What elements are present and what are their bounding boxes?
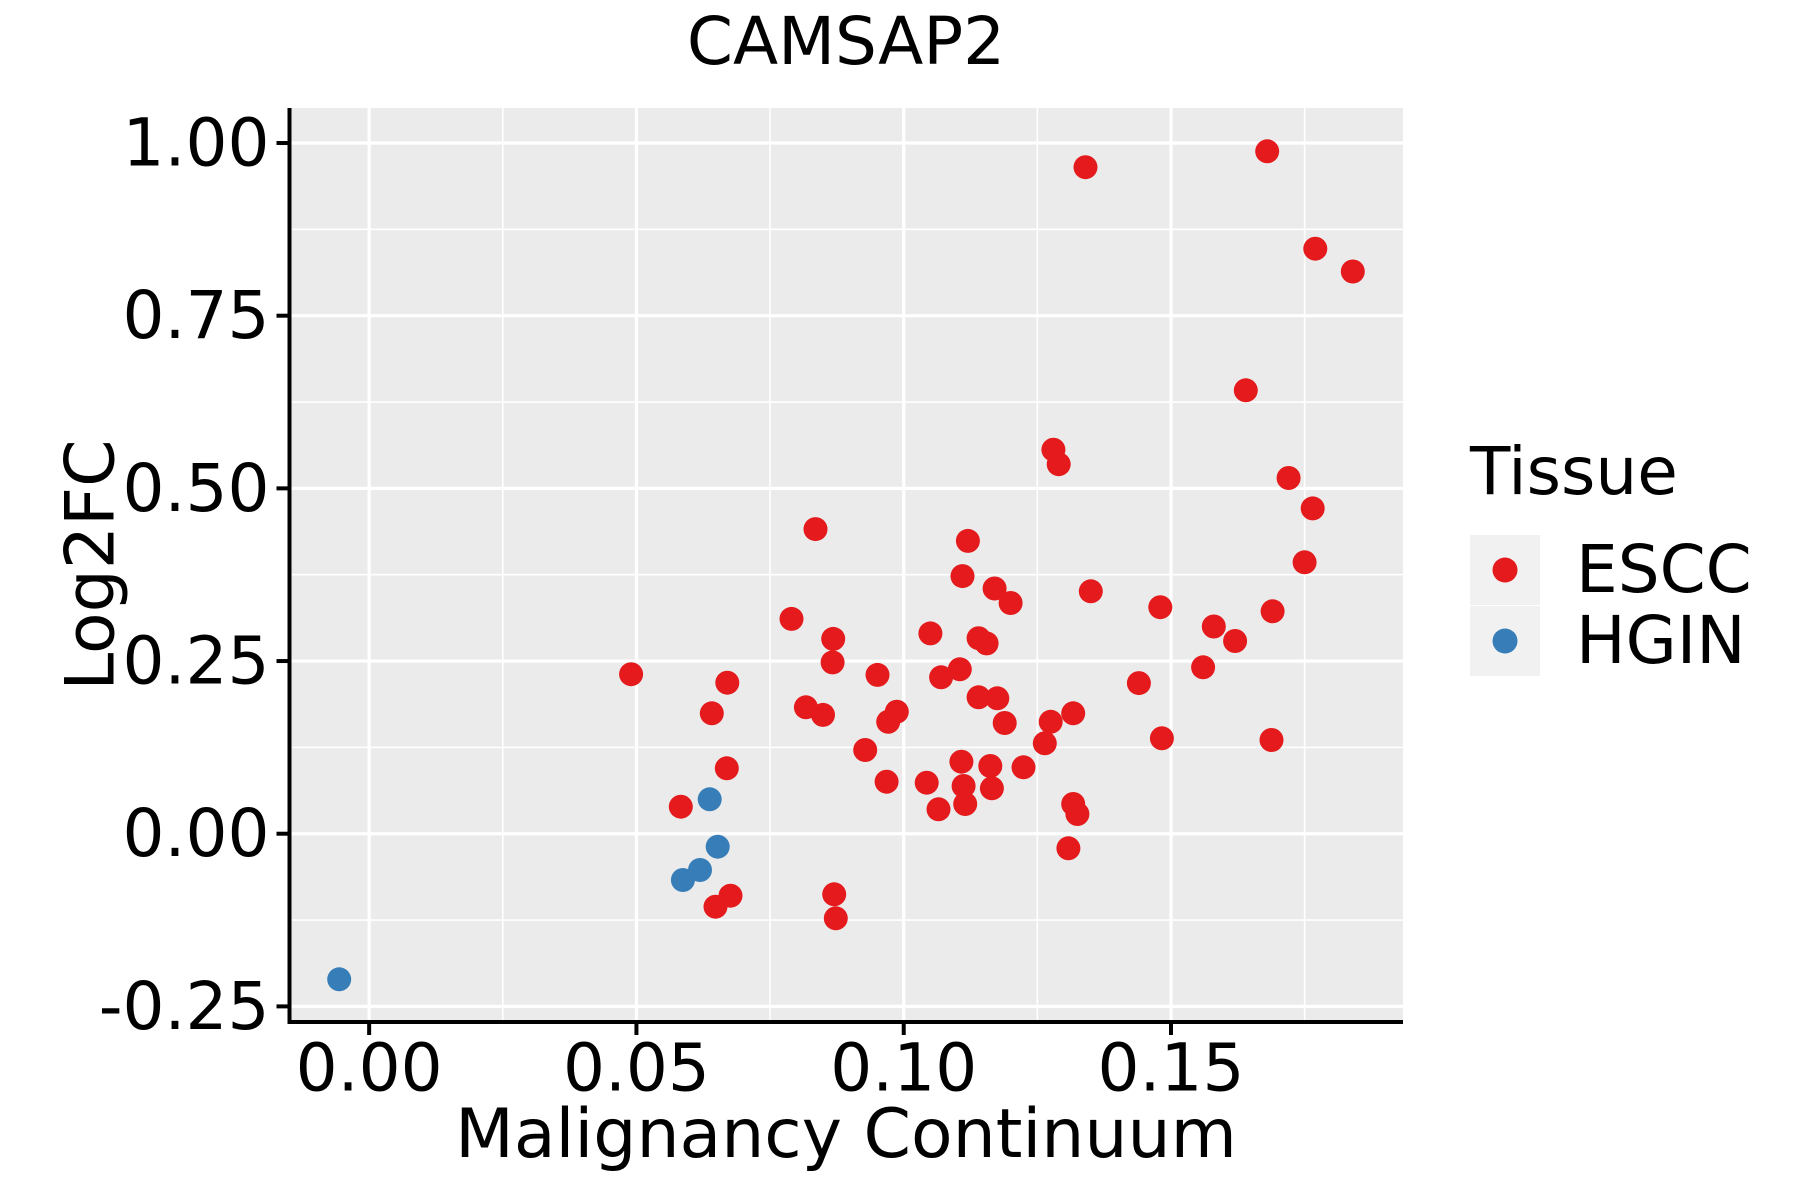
chart-title: CAMSAP2 [686, 3, 1006, 80]
data-point-escc [1011, 755, 1036, 780]
data-point-escc [998, 591, 1023, 615]
data-point-escc [953, 792, 978, 816]
data-point-escc [803, 517, 828, 542]
data-point-escc [668, 794, 693, 819]
data-point-escc [974, 631, 999, 656]
data-point-escc [985, 686, 1010, 711]
data-point-escc [1065, 802, 1090, 826]
data-point-escc [811, 702, 835, 727]
data-point-escc [979, 776, 1004, 801]
data-point-escc [822, 882, 847, 907]
data-point-escc [1046, 452, 1071, 477]
y-tick-label: 0.25 [123, 623, 270, 700]
data-point-escc [1078, 579, 1103, 604]
legend-title: Tissue [1470, 433, 1678, 510]
data-point-escc [947, 657, 972, 682]
data-point-escc [1233, 378, 1258, 403]
data-point-hgin [705, 834, 730, 859]
data-point-escc [1292, 550, 1317, 575]
data-point-escc [918, 621, 943, 646]
data-point-escc [929, 665, 954, 690]
data-point-escc [699, 701, 724, 726]
data-point-escc [949, 749, 974, 774]
data-point-escc [1260, 599, 1285, 624]
data-point-escc [955, 528, 980, 553]
data-point-escc [1276, 466, 1301, 490]
legend: Tissue ESCC HGIN [1470, 433, 1752, 677]
y-tick-label: -0.25 [99, 968, 270, 1045]
data-point-escc [1073, 155, 1098, 180]
data-point-escc [992, 711, 1017, 735]
legend-key-escc [1470, 535, 1540, 606]
data-point-escc [779, 606, 804, 631]
legend-label-escc: ESCC [1576, 531, 1752, 609]
y-axis-title: Log2FC [51, 439, 131, 691]
x-tick-label: 0.05 [563, 1030, 710, 1107]
data-point-escc [1340, 259, 1365, 284]
data-point-escc [1223, 629, 1248, 653]
legend-label-hgin: HGIN [1576, 602, 1746, 680]
data-point-escc [1149, 726, 1174, 751]
data-point-escc [821, 626, 846, 651]
data-point-escc [966, 685, 991, 710]
data-point-escc [1201, 614, 1226, 639]
y-tick-label: 0.75 [123, 277, 270, 354]
data-point-escc [1061, 701, 1086, 726]
data-point-hgin [697, 787, 722, 812]
data-point-escc [823, 906, 848, 931]
data-point-escc [982, 576, 1007, 601]
data-point-escc [884, 699, 909, 724]
plot-panel [289, 108, 1403, 1022]
data-point-escc [951, 774, 976, 798]
data-point-escc [619, 662, 644, 687]
data-point-escc [874, 769, 899, 794]
data-point-escc [715, 670, 740, 695]
data-point-escc [914, 770, 939, 795]
x-tick-label: 0.15 [1098, 1030, 1245, 1107]
data-point-escc [820, 650, 845, 675]
data-point-escc [1038, 709, 1063, 734]
x-tick-label: 0.00 [296, 1030, 443, 1107]
data-point-escc [865, 662, 890, 687]
y-tick-label: 1.00 [123, 105, 270, 182]
data-point-escc [1191, 655, 1216, 680]
x-tick-label: 0.10 [830, 1030, 977, 1107]
data-point-escc [950, 564, 975, 589]
data-point-hgin [327, 967, 352, 992]
data-point-hgin [670, 868, 695, 892]
legend-item-hgin: HGIN [1470, 606, 1752, 677]
y-tick-label: 0.00 [123, 795, 270, 872]
legend-item-escc: ESCC [1470, 535, 1752, 606]
escc-dot-icon [1492, 557, 1518, 583]
data-point-escc [1300, 496, 1325, 521]
data-point-escc [1032, 731, 1057, 756]
legend-key-hgin [1470, 606, 1540, 677]
y-tick-label: 0.50 [123, 450, 270, 527]
x-axis-title: Malignancy Continuum [455, 1095, 1237, 1174]
data-point-escc [1255, 139, 1280, 164]
hgin-dot-icon [1492, 628, 1518, 654]
data-point-escc [1056, 836, 1081, 861]
data-point-escc [1126, 671, 1151, 696]
data-point-escc [703, 894, 728, 919]
data-point-escc [853, 738, 878, 762]
data-point-escc [926, 797, 951, 822]
data-point-escc [1259, 728, 1284, 752]
data-point-escc [978, 754, 1003, 778]
data-point-escc [714, 756, 739, 781]
data-point-escc [1303, 236, 1328, 261]
data-point-escc [1148, 595, 1173, 620]
